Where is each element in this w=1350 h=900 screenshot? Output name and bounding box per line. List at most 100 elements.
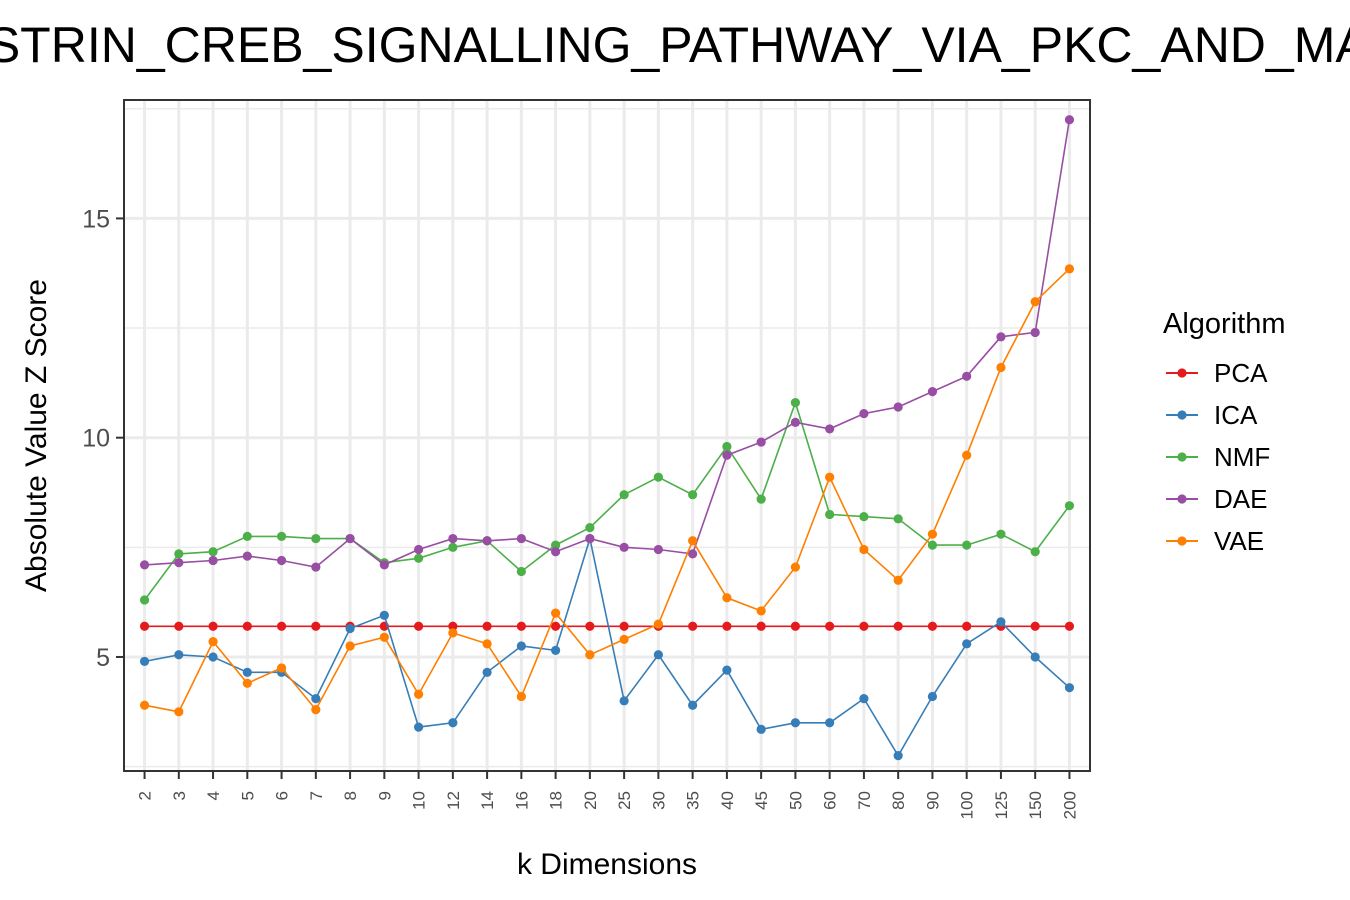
data-point bbox=[859, 694, 869, 704]
data-point bbox=[962, 371, 972, 381]
data-point bbox=[619, 490, 629, 500]
legend-item: PCA bbox=[1166, 358, 1268, 388]
data-point bbox=[859, 512, 869, 522]
data-point bbox=[311, 705, 321, 715]
legend-label: NMF bbox=[1214, 442, 1270, 472]
data-point bbox=[619, 621, 629, 631]
x-tick-label: 20 bbox=[581, 791, 600, 810]
data-point bbox=[1064, 115, 1075, 125]
data-point bbox=[276, 531, 287, 541]
data-point bbox=[345, 641, 355, 651]
data-point bbox=[653, 650, 663, 660]
data-point bbox=[722, 450, 732, 460]
legend-key-point bbox=[1177, 368, 1187, 378]
data-point bbox=[893, 621, 903, 631]
data-point bbox=[311, 621, 321, 631]
data-point bbox=[242, 667, 252, 677]
data-point bbox=[962, 450, 972, 460]
data-point bbox=[174, 558, 184, 568]
x-tick-label: 100 bbox=[958, 791, 977, 819]
data-point bbox=[688, 536, 698, 546]
data-point bbox=[927, 387, 938, 397]
data-point bbox=[619, 696, 629, 706]
data-point bbox=[893, 751, 903, 761]
series-line bbox=[144, 119, 1071, 568]
data-point bbox=[174, 621, 184, 631]
x-tick-label: 150 bbox=[1026, 791, 1045, 819]
series-ica bbox=[139, 533, 1075, 761]
data-point bbox=[139, 560, 150, 570]
data-point bbox=[208, 652, 218, 662]
legend-key-point bbox=[1177, 494, 1187, 504]
data-point bbox=[927, 540, 938, 550]
data-point bbox=[1064, 501, 1075, 511]
data-point bbox=[516, 621, 526, 631]
data-point bbox=[585, 533, 595, 544]
data-point bbox=[139, 700, 150, 710]
series-vae bbox=[139, 264, 1075, 717]
data-point bbox=[208, 637, 218, 647]
x-tick-label: 50 bbox=[786, 791, 805, 810]
data-point bbox=[379, 632, 389, 642]
data-point bbox=[448, 621, 458, 631]
y-tick-label: 10 bbox=[82, 425, 110, 453]
data-point bbox=[482, 667, 492, 677]
x-tick-label: 7 bbox=[307, 791, 326, 800]
data-point bbox=[585, 621, 595, 631]
x-axis-title: k Dimensions bbox=[517, 848, 697, 881]
data-point bbox=[722, 665, 732, 675]
data-point bbox=[413, 621, 424, 631]
data-point bbox=[174, 549, 184, 559]
x-tick-label: 30 bbox=[649, 791, 668, 810]
legend-key-point bbox=[1177, 536, 1187, 546]
data-point bbox=[551, 547, 561, 557]
legend-item: ICA bbox=[1166, 400, 1258, 430]
legend-key-point bbox=[1177, 410, 1187, 420]
y-axis-title: Absolute Value Z Score bbox=[20, 279, 53, 592]
data-point bbox=[1030, 547, 1040, 557]
data-point bbox=[1030, 621, 1040, 631]
data-point bbox=[516, 533, 526, 544]
data-point bbox=[276, 621, 287, 631]
x-tick-label: 80 bbox=[889, 791, 908, 810]
data-point bbox=[413, 553, 424, 563]
data-point bbox=[1030, 652, 1040, 662]
data-point bbox=[242, 621, 252, 631]
data-point bbox=[756, 724, 766, 734]
series-nmf bbox=[139, 398, 1075, 605]
data-point bbox=[859, 544, 869, 555]
data-point bbox=[276, 555, 287, 566]
data-point bbox=[242, 551, 252, 561]
data-point bbox=[722, 593, 732, 603]
x-tick-label: 8 bbox=[341, 791, 360, 800]
data-point bbox=[653, 472, 663, 482]
data-point bbox=[893, 402, 903, 412]
data-point bbox=[825, 621, 835, 631]
data-point bbox=[996, 332, 1006, 342]
data-point bbox=[516, 641, 526, 651]
legend-label: VAE bbox=[1214, 526, 1264, 556]
legend-item: VAE bbox=[1166, 526, 1264, 556]
data-point bbox=[1064, 264, 1075, 274]
x-tick-label: 16 bbox=[512, 791, 531, 810]
series-line bbox=[144, 535, 1070, 758]
data-point bbox=[927, 621, 938, 631]
data-point bbox=[551, 540, 561, 550]
data-point bbox=[859, 621, 869, 631]
data-point bbox=[996, 529, 1006, 539]
data-point bbox=[482, 536, 492, 546]
plot-panel bbox=[123, 99, 1091, 772]
x-tick-label: 14 bbox=[478, 791, 497, 810]
data-point bbox=[756, 437, 766, 447]
data-point bbox=[1064, 621, 1075, 631]
y-axis: 5 10 15 bbox=[82, 205, 124, 672]
data-point bbox=[927, 691, 938, 702]
data-point bbox=[893, 514, 903, 524]
data-point bbox=[790, 718, 801, 728]
data-point bbox=[448, 533, 458, 544]
x-axis: 2 3 4 5 6 7 8 9 10 12 14 16 18 20 25 30 35 40 45 50 60 70 80 90… bbox=[136, 771, 1079, 819]
data-point bbox=[756, 494, 766, 504]
chart-title: GASTRIN_CREB_SIGNALLING_PATHWAY_VIA_PKC_… bbox=[0, 17, 1350, 73]
data-point bbox=[790, 417, 801, 427]
data-point bbox=[551, 608, 561, 618]
